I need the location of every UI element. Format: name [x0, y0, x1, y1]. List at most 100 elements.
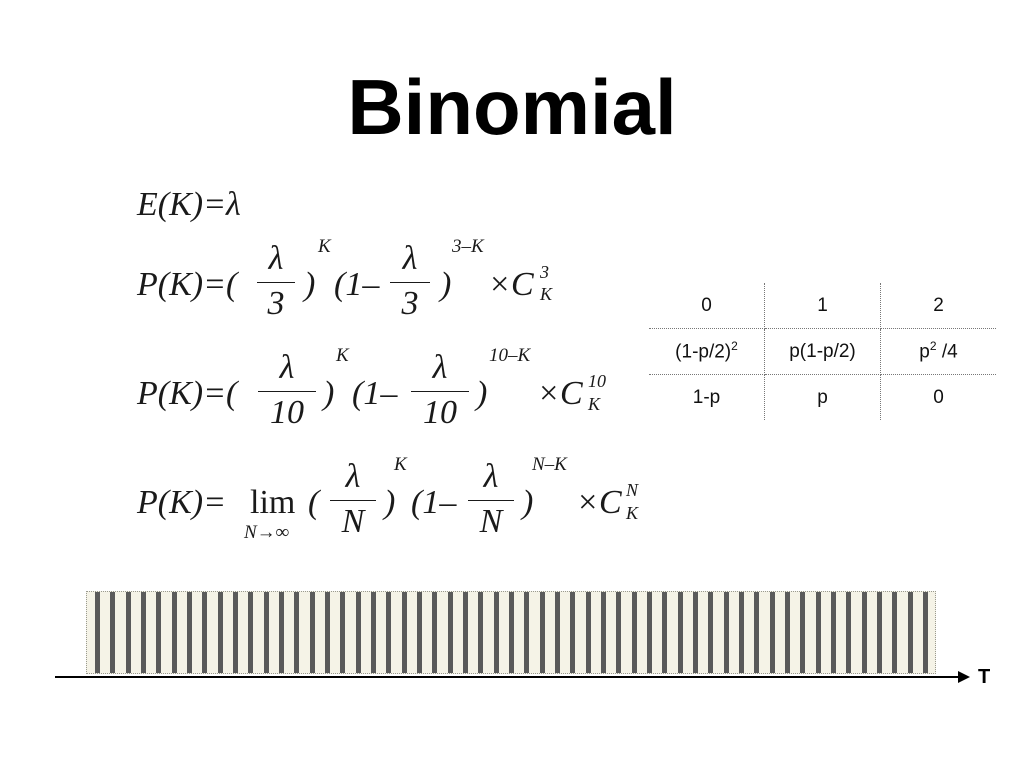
fraction-numerator: λ: [345, 458, 361, 495]
cell-tail: /4: [936, 341, 958, 363]
fraction-bar: [258, 391, 316, 392]
cell-base: p: [919, 341, 930, 363]
formula-limit-exp-k: K: [394, 454, 407, 475]
time-slot-tick: [171, 592, 177, 673]
cell-superscript: 2: [731, 339, 738, 354]
table-cell: (1-p/2)2: [649, 328, 765, 375]
time-slot-tick: [739, 592, 744, 673]
cell-base: (1-p/2): [675, 341, 732, 363]
formula-n10-c-sub: K: [588, 394, 601, 414]
time-slot-tick: [141, 592, 146, 673]
formula-n3-exp-right: 3–K: [452, 236, 484, 257]
time-slot-tick: [202, 592, 208, 673]
formula-n10-close-1: ): [323, 375, 335, 412]
time-slot-tick: [478, 592, 484, 673]
time-slot-tick: [892, 592, 898, 673]
time-slot-tick: [631, 592, 637, 673]
table-row: (1-p/2)2 p (1-p/2) p2 /4: [649, 328, 996, 375]
time-slot-tick: [340, 592, 346, 673]
time-axis-line: [55, 676, 960, 678]
time-slot-tick: [815, 592, 821, 673]
fraction-denominator: 10: [423, 394, 457, 431]
table-row: 0 1 2: [649, 283, 996, 329]
cell-superscript: 2: [929, 339, 937, 354]
fraction-bar: [257, 282, 295, 283]
formula-n3-one-minus: (1–: [334, 266, 380, 303]
fraction-numerator: λ: [402, 240, 418, 277]
table-cell: 0: [649, 283, 765, 329]
formula-n10-fraction-2: λ 10: [411, 349, 469, 432]
fraction-bar: [390, 282, 430, 283]
time-slot-tick: [585, 592, 591, 673]
formula-limit-fraction-1: λ N: [330, 458, 376, 541]
time-axis-label: T: [978, 666, 991, 688]
time-slot-tick: [294, 592, 300, 673]
time-slot-tick: [125, 592, 131, 673]
slide-title: Binomial: [347, 63, 677, 151]
formula-n3-fraction-1: λ 3: [257, 240, 295, 323]
time-slot-tick: [233, 592, 238, 673]
time-slot-tick: [861, 592, 867, 673]
time-slot-tick: [539, 592, 545, 673]
time-slot-tick: [217, 592, 223, 673]
formula-n10-lhs: P(K)=(: [137, 375, 238, 412]
formula-limit-close-2: ): [522, 484, 534, 521]
time-slot-tick: [831, 592, 836, 673]
time-slot-tick: [601, 592, 606, 673]
time-slot-tick: [555, 592, 560, 673]
time-slot-tick: [355, 592, 361, 673]
time-slot-tick: [907, 592, 913, 673]
fraction-denominator: 3: [401, 285, 419, 322]
time-slot-tick: [447, 592, 453, 673]
time-slot-tick: [877, 592, 882, 673]
table-cell: p: [764, 374, 881, 420]
formula-n10-close-2: ): [476, 375, 488, 412]
time-slot-tick: [616, 592, 622, 673]
table-row: 1-p p 0: [649, 374, 996, 420]
table-cell: 2: [880, 283, 996, 329]
fraction-denominator: N: [479, 503, 503, 540]
fraction-denominator: 3: [267, 285, 285, 322]
fraction-bar: [468, 500, 514, 501]
time-slot-tick: [248, 592, 254, 673]
fraction-numerator: λ: [432, 349, 448, 386]
probability-table: 0 1 2 (1-p/2)2 p(1-p/2) p2 /4 1-p p 0: [649, 283, 996, 420]
formula-n10-exp-k: K: [336, 345, 349, 366]
time-slot-tick: [279, 592, 284, 673]
formula-limit-times-c: ×C: [576, 484, 622, 521]
time-slot-tick: [309, 592, 315, 673]
table-cell: 1-p: [649, 374, 765, 420]
time-slot-tick: [493, 592, 499, 673]
formula-limit-open: (: [308, 484, 320, 521]
time-slot-tick: [846, 592, 852, 673]
time-slot-tick: [923, 592, 928, 673]
fraction-denominator: 10: [270, 394, 304, 431]
formula-limit-fraction-2: λ N: [468, 458, 514, 541]
time-slot-tick: [463, 592, 468, 673]
formula-limit-one-minus: (1–: [411, 484, 457, 521]
formula-limit-lhs: P(K)=: [137, 484, 227, 521]
time-slot-tick: [95, 592, 100, 673]
table-cell: p2 /4: [880, 328, 996, 375]
time-slot-tick: [693, 592, 698, 673]
expectation-formula: E(K)=λ: [137, 186, 241, 223]
time-slot-tick: [325, 592, 330, 673]
formula-limit-exp-right: N–K: [532, 454, 567, 475]
formula-n3-close-1: ): [304, 266, 316, 303]
time-slot-tick: [156, 592, 162, 673]
time-slot-tick: [708, 592, 714, 673]
table-cell: 0: [933, 386, 944, 408]
arrow-right-icon: [958, 671, 970, 683]
time-slot-tick: [754, 592, 760, 673]
formula-n3-c-sub: K: [540, 284, 553, 304]
formula-limit-lim: lim: [250, 484, 296, 521]
time-slot-tick: [509, 592, 514, 673]
time-slot-tick: [647, 592, 652, 673]
time-slot-tick: [401, 592, 407, 673]
formula-limit-c-sub: K: [626, 503, 639, 523]
table-cell: 1: [764, 283, 881, 329]
time-slot-tick: [800, 592, 806, 673]
time-slot-tick: [432, 592, 438, 673]
formula-n10-times-c: ×C: [537, 375, 583, 412]
time-slot-strip: [86, 591, 936, 674]
